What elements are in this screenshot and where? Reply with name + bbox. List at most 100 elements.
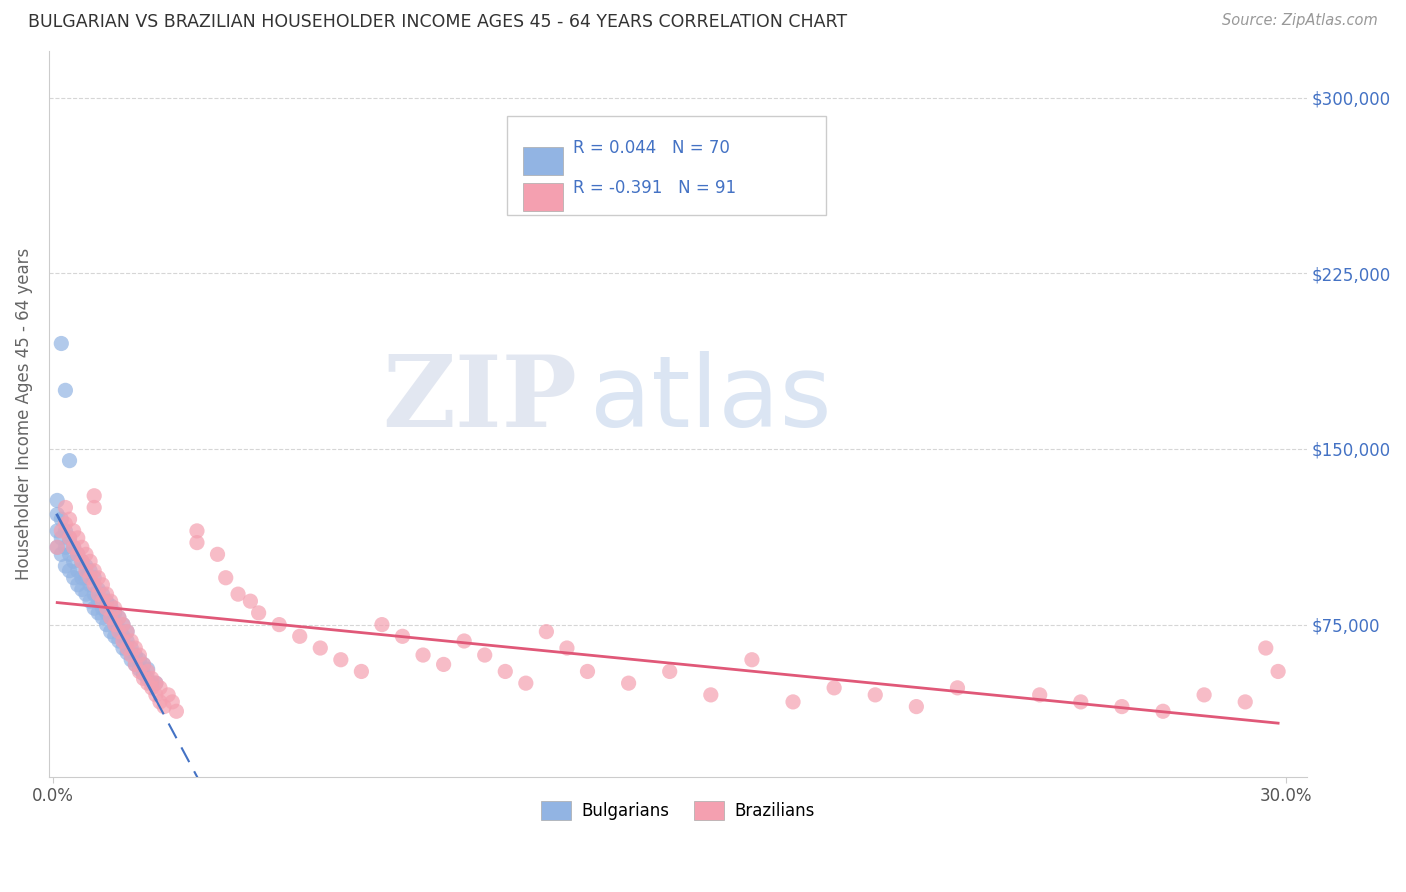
Point (132, 672, 155, 686)
Point (46, 524, 69, 538)
Point (79, 594, 101, 608)
Point (136, 676, 159, 690)
Point (108, 622, 131, 636)
Point (100, 594, 122, 608)
Point (51, 336, 73, 351)
Point (96, 606, 118, 620)
Point (91, 601, 114, 615)
Point (128, 648, 150, 662)
Point (136, 665, 159, 679)
Text: ZIP: ZIP (382, 351, 578, 448)
Point (124, 648, 146, 662)
Point (1234, 695, 1257, 709)
Point (91, 587, 114, 601)
Point (288, 629, 311, 643)
Point (946, 681, 969, 695)
Point (83, 500, 105, 515)
Point (100, 624, 122, 639)
Point (46, 541, 69, 555)
Point (536, 624, 558, 639)
Point (474, 648, 496, 662)
Point (91, 578, 114, 592)
Point (555, 640, 578, 655)
Point (58, 453, 80, 467)
Point (1254, 640, 1277, 655)
Point (115, 624, 138, 639)
Text: BULGARIAN VS BRAZILIAN HOUSEHOLDER INCOME AGES 45 - 64 YEARS CORRELATION CHART: BULGARIAN VS BRAZILIAN HOUSEHOLDER INCOM… (28, 13, 848, 31)
Point (55, 559, 77, 574)
Point (226, 587, 249, 601)
Point (412, 648, 434, 662)
Point (79, 578, 101, 592)
Point (55, 524, 77, 538)
Point (157, 688, 180, 702)
Point (55, 541, 77, 555)
Point (120, 648, 142, 662)
Text: R = 0.044   N = 70: R = 0.044 N = 70 (572, 138, 730, 157)
Point (62, 554, 84, 568)
Point (46, 508, 69, 522)
Point (1028, 688, 1050, 702)
Point (823, 681, 845, 695)
Point (111, 617, 134, 632)
Point (108, 610, 131, 624)
Point (87, 587, 110, 601)
Point (115, 646, 138, 660)
Point (100, 610, 122, 624)
Point (75, 547, 97, 561)
Text: Source: ZipAtlas.com: Source: ZipAtlas.com (1222, 13, 1378, 29)
Point (111, 629, 134, 643)
Point (66, 564, 89, 578)
Point (70, 554, 93, 568)
Point (115, 624, 138, 639)
Point (128, 662, 150, 676)
Point (186, 524, 208, 538)
Point (1267, 665, 1289, 679)
Point (51, 512, 73, 526)
Point (79, 554, 101, 568)
Point (115, 640, 138, 655)
Point (75, 571, 97, 585)
Point (70, 571, 93, 585)
Point (46, 493, 69, 508)
Point (207, 547, 229, 561)
Point (111, 634, 134, 648)
Point (617, 676, 640, 690)
Point (145, 676, 167, 690)
Point (371, 617, 394, 632)
Point (153, 699, 176, 714)
Point (145, 676, 167, 690)
Point (186, 535, 208, 549)
Point (124, 640, 146, 655)
Point (87, 582, 110, 597)
Point (83, 578, 105, 592)
Point (128, 653, 150, 667)
Point (79, 571, 101, 585)
Point (91, 594, 114, 608)
Point (83, 489, 105, 503)
Point (51, 524, 73, 538)
Point (104, 601, 127, 615)
Point (87, 594, 110, 608)
Point (104, 617, 127, 632)
Point (96, 587, 118, 601)
Point (96, 617, 118, 632)
Point (741, 653, 763, 667)
Point (120, 634, 142, 648)
Point (132, 666, 155, 681)
Text: atlas: atlas (591, 351, 831, 448)
Text: R = -0.391   N = 91: R = -0.391 N = 91 (572, 178, 735, 197)
Point (51, 531, 73, 545)
Point (75, 564, 97, 578)
Point (87, 571, 110, 585)
Point (104, 606, 127, 620)
Point (111, 617, 134, 632)
Point (79, 564, 101, 578)
Point (141, 672, 163, 686)
Point (100, 599, 122, 613)
Point (782, 695, 804, 709)
Point (75, 587, 97, 601)
Point (515, 676, 537, 690)
Point (75, 559, 97, 574)
Legend: Bulgarians, Brazilians: Bulgarians, Brazilians (534, 794, 821, 827)
